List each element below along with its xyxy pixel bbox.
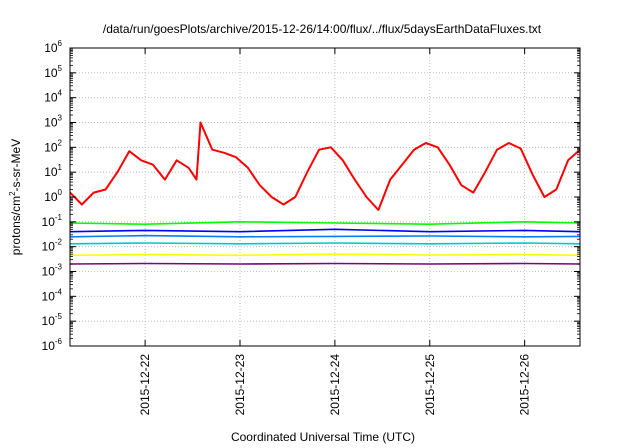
y-tick-base: 10 [42, 240, 56, 254]
y-tick-base: 10 [44, 91, 58, 105]
x-axis-label: Coordinated Universal Time (UTC) [231, 430, 415, 444]
y-tick-label: 100 [44, 188, 62, 204]
y-tick-exponent: -3 [55, 263, 63, 272]
y-tick-base: 10 [42, 215, 56, 229]
series-line-7 [69, 262, 581, 265]
y-tick-exponent: 4 [58, 89, 63, 98]
y-tick-exponent: 2 [58, 138, 63, 147]
y-tick-exponent: -2 [55, 238, 63, 247]
series-line-5 [69, 242, 581, 245]
y-tick-label: 10-5 [42, 312, 63, 328]
y-tick-base: 10 [44, 140, 58, 154]
x-tick-label: 2015-12-25 [423, 354, 437, 416]
x-tick-labels: 2015-12-22 2015-12-23 2015-12-24 2015-12-25… [138, 354, 532, 416]
y-tick-base: 10 [42, 289, 56, 303]
y-tick-label: 10-6 [42, 337, 63, 353]
y-tick-label: 103 [44, 114, 62, 130]
x-tick-label: 2015-12-26 [518, 354, 532, 416]
y-tick-exponent: -1 [55, 213, 63, 222]
y-axis-label-exponent: 2 [8, 191, 17, 196]
y-axis-label: protons/cm2-s-sr-MeV [8, 139, 23, 255]
x-tick-label: 2015-12-24 [328, 354, 342, 416]
y-tick-base: 10 [42, 314, 56, 328]
series-line-1 [69, 121, 581, 211]
y-tick-exponent: 6 [58, 39, 63, 48]
y-tick-label: 10-4 [42, 287, 63, 303]
y-tick-base: 10 [44, 66, 58, 80]
y-tick-label: 106 [44, 39, 62, 55]
axis-ticks [70, 47, 580, 347]
series-line-6 [69, 253, 581, 257]
grid-lines [70, 48, 580, 346]
y-axis-label-rest: -s-sr-MeV [9, 139, 23, 192]
y-tick-label: 101 [44, 163, 62, 179]
y-tick-label: 10-2 [42, 238, 63, 254]
series-line-2 [69, 221, 581, 225]
series-line-4 [69, 234, 581, 238]
series-line-3 [69, 228, 581, 233]
y-tick-label: 105 [44, 64, 62, 80]
y-axis-label-unit: protons/cm [9, 196, 23, 255]
y-tick-base: 10 [44, 190, 58, 204]
y-tick-labels: 10-610-510-410-310-210-11001011021031041… [42, 39, 63, 353]
x-tick-label: 2015-12-22 [138, 354, 152, 416]
y-tick-exponent: -4 [55, 287, 63, 296]
y-tick-label: 10-1 [42, 213, 63, 229]
y-tick-exponent: 3 [58, 114, 63, 123]
y-tick-exponent: -5 [55, 312, 63, 321]
y-tick-exponent: -6 [55, 337, 63, 346]
x-tick-label: 2015-12-23 [233, 354, 247, 416]
y-tick-base: 10 [44, 116, 58, 130]
data-series [69, 121, 581, 265]
y-tick-base: 10 [44, 165, 58, 179]
y-tick-exponent: 0 [58, 188, 63, 197]
y-tick-base: 10 [44, 41, 58, 55]
y-tick-label: 10-3 [42, 263, 63, 279]
y-tick-label: 104 [44, 89, 62, 105]
chart-title: /data/run/goesPlots/archive/2015-12-26/1… [103, 22, 542, 36]
y-tick-exponent: 5 [58, 64, 63, 73]
y-tick-exponent: 1 [58, 163, 63, 172]
y-tick-label: 102 [44, 138, 62, 154]
y-tick-base: 10 [42, 265, 56, 279]
y-tick-base: 10 [42, 339, 56, 353]
